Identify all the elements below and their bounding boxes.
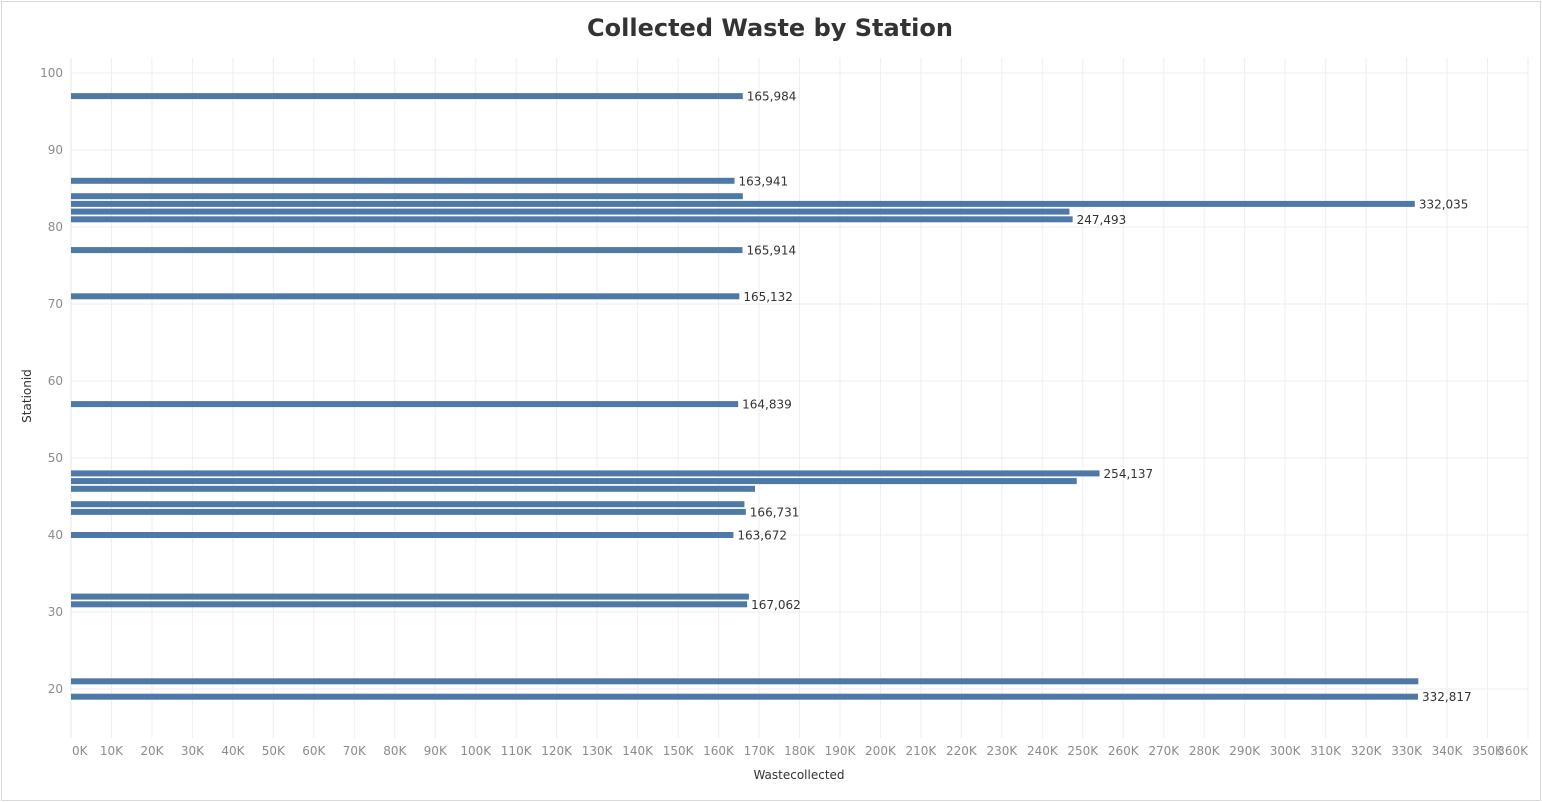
bar-station-77 [71,247,743,254]
x-tick-label: 0K [72,744,89,758]
x-tick-label: 30K [181,744,205,758]
bar-station-83 [71,200,1415,207]
x-tick-label: 310K [1310,744,1342,758]
bar-label-station-57: 164,839 [742,398,792,412]
x-tick-label: 50K [262,744,286,758]
bar-label-station-19: 332,817 [1422,690,1472,704]
bar-station-81 [71,216,1073,223]
y-tick-label: 70 [48,297,63,311]
y-axis-ticks: 20 30 40 50 60 70 80 90 100 [40,66,63,696]
x-axis-ticks: 0K 10K 20K 30K 40K 50K 60K 70K 80K 90K 100K 110K 120… [72,744,1529,758]
x-tick-label: 20K [140,744,164,758]
x-tick-label: 170K [744,744,776,758]
x-tick-label: 230K [986,744,1018,758]
y-tick-label: 100 [40,66,63,80]
bar-label-station-71: 165,132 [743,290,793,304]
x-tick-label: 250K [1067,744,1099,758]
bar-label-station-81: 247,493 [1077,213,1127,227]
x-tick-label: 260K [1108,744,1140,758]
bar-labels: 165,984 163,941 332,035 247,493 165,914 165,1… [737,90,1471,705]
x-tick-label: 180K [784,744,816,758]
y-axis-label: Stationid [20,369,34,423]
x-tick-label: 350K [1472,744,1504,758]
x-tick-label: 340K [1432,744,1464,758]
x-tick-label: 300K [1270,744,1302,758]
x-tick-label: 130K [582,744,614,758]
x-tick-label: 360K [1497,744,1529,758]
x-tick-label: 140K [622,744,654,758]
x-axis-label: Wastecollected [753,768,844,782]
x-tick-label: 330K [1391,744,1423,758]
bar-station-47 [71,478,1077,485]
bar-station-44 [71,501,745,508]
x-tick-label: 40K [221,744,245,758]
bar-station-40 [71,532,734,538]
x-tick-label: 240K [1027,744,1059,758]
x-tick-label: 270K [1148,744,1180,758]
y-tick-label: 30 [48,605,63,619]
x-tick-label: 220K [946,744,978,758]
x-tick-label: 160K [703,744,735,758]
bars [71,93,1419,700]
x-tick-label: 190K [825,744,857,758]
y-tick-label: 80 [48,220,63,234]
x-tick-label: 90K [424,744,448,758]
bar-station-46 [71,485,755,492]
chart-title: Collected Waste by Station [587,14,953,42]
bar-station-43 [71,508,746,515]
bar-station-32 [71,593,749,600]
x-tick-label: 210K [906,744,938,758]
x-tick-label: 110K [501,744,533,758]
y-tick-label: 50 [48,451,63,465]
x-tick-label: 290K [1229,744,1261,758]
x-tick-label: 80K [383,744,407,758]
y-tick-label: 90 [48,143,63,157]
x-tick-label: 200K [865,744,897,758]
x-tick-label: 150K [663,744,695,758]
y-tick-label: 40 [48,528,63,542]
bar-station-86 [71,177,735,184]
x-tick-label: 60K [302,744,326,758]
bar-label-station-48: 254,137 [1104,467,1154,481]
x-tick-label: 10K [100,744,124,758]
bar-label-station-31: 167,062 [751,598,801,612]
bar-station-82 [71,208,1070,215]
bar-station-21 [71,678,1419,685]
bar-label-station-86: 163,941 [739,174,789,188]
grid [70,58,1529,738]
bar-station-84 [71,193,743,200]
x-tick-label: 120K [541,744,573,758]
bar-station-19 [71,693,1418,700]
bar-label-station-43: 166,731 [750,505,800,519]
x-tick-label: 100K [460,744,492,758]
bar-station-57 [71,401,739,408]
bar-station-71 [71,293,740,300]
x-tick-label: 70K [343,744,367,758]
bar-label-station-97: 165,984 [747,90,797,104]
bar-label-station-83: 332,035 [1419,197,1469,211]
bar-station-31 [71,601,748,608]
x-tick-label: 320K [1351,744,1383,758]
bar-label-station-77: 165,914 [746,244,796,258]
y-tick-label: 20 [48,682,63,696]
bar-station-48 [71,470,1100,477]
bar-label-station-40: 163,672 [737,529,787,543]
y-tick-label: 60 [48,374,63,388]
bar-station-97 [71,93,743,100]
x-tick-label: 280K [1189,744,1221,758]
